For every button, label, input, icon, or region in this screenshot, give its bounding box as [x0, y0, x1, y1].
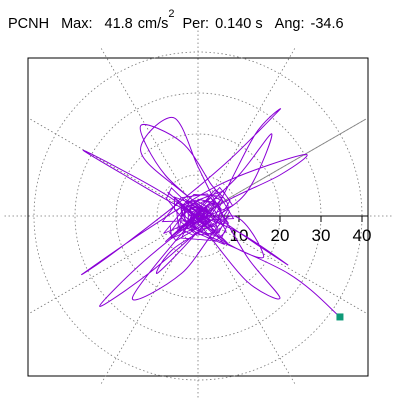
- max-unit: cm/s: [137, 16, 169, 32]
- max-unit-exponent: 2: [168, 8, 175, 20]
- radial-ticks: 10 20 30 40: [230, 216, 372, 245]
- header-readout: PCNH Max: 41.8 cm/s 2 Per: 0.140 s Ang: …: [8, 8, 344, 33]
- per-label: Per:: [182, 16, 210, 32]
- grid-spoke: [30, 118, 199, 217]
- trajectory-path: [81, 108, 340, 317]
- final-point: [336, 313, 344, 321]
- final-point-marker: [336, 313, 344, 321]
- grid-spoke: [197, 215, 296, 384]
- grid-spoke: [197, 215, 366, 314]
- tick-label: 30: [312, 226, 331, 245]
- origin-cluster: [161, 186, 235, 246]
- ang-value: -34.6: [310, 16, 344, 32]
- max-label: Max:: [61, 16, 93, 32]
- per-value: 0.140 s: [215, 16, 263, 32]
- ang-label: Ang:: [274, 16, 305, 32]
- angle-line: [197, 118, 366, 217]
- tick-label: 20: [271, 226, 290, 245]
- station-code: PCNH: [8, 16, 50, 32]
- radial-axis: [197, 118, 368, 217]
- trajectory-trace: [81, 108, 340, 317]
- grid-spoke: [100, 215, 199, 384]
- max-value: 41.8: [104, 16, 133, 32]
- tick-label: 40: [353, 226, 372, 245]
- tick-label: 10: [230, 226, 249, 245]
